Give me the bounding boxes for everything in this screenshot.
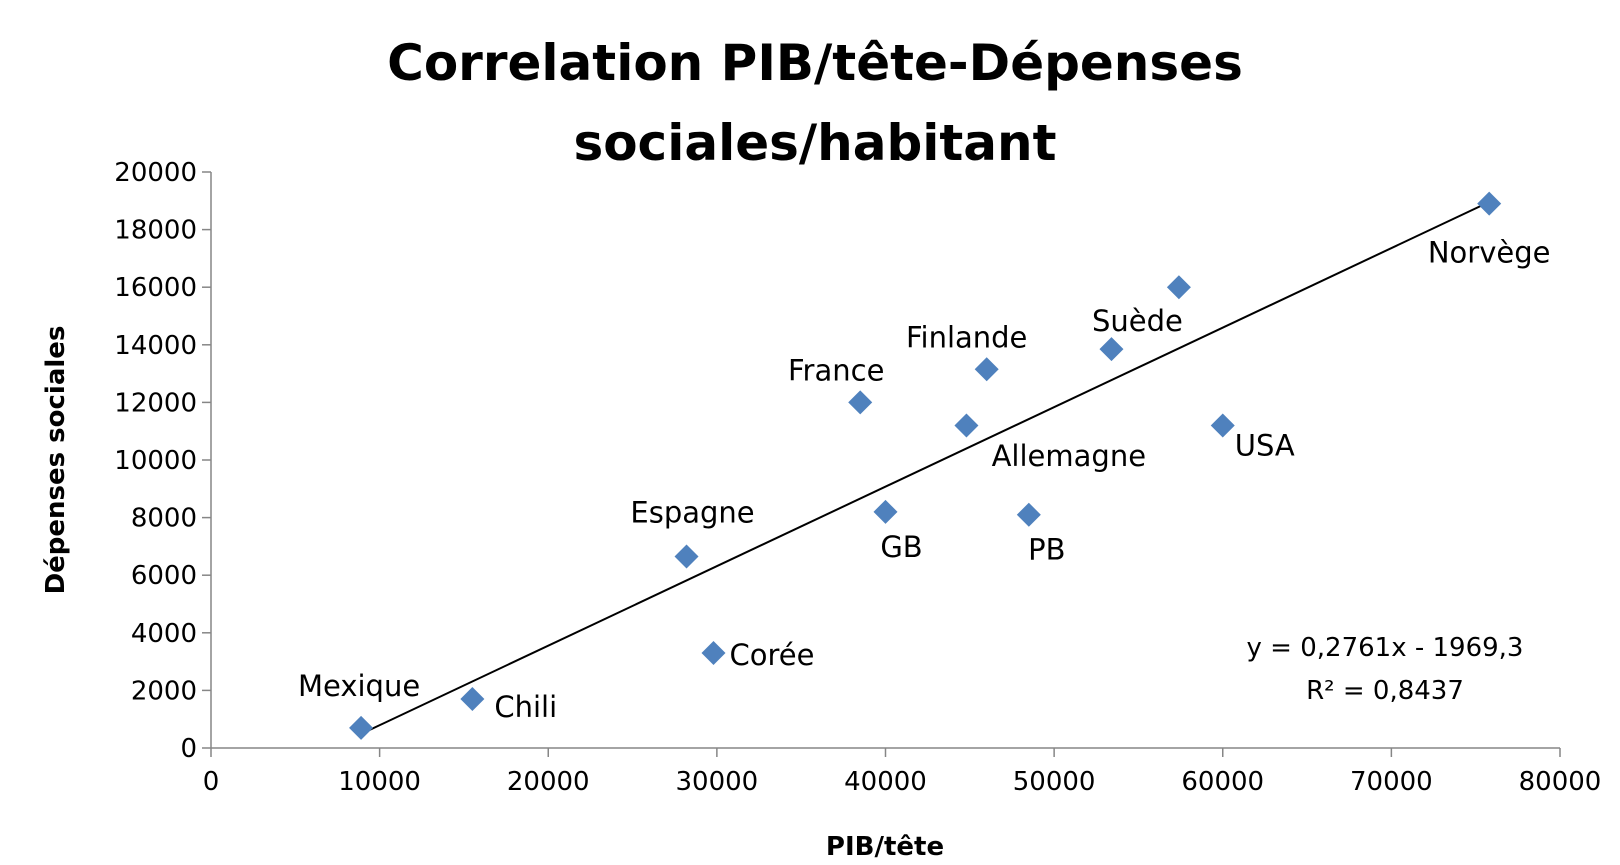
x-tick-label: 30000 bbox=[676, 767, 759, 797]
point-label: USA bbox=[1235, 428, 1295, 462]
y-axis-title: Dépenses sociales bbox=[41, 326, 71, 595]
data-point-marker bbox=[873, 499, 898, 524]
point-label: Espagne bbox=[630, 495, 754, 529]
axes: 0 2000 4000 6000 8000 10000 12000 14000 16000 180… bbox=[114, 158, 1601, 797]
data-points bbox=[349, 191, 1502, 740]
point-label: Finlande bbox=[906, 320, 1027, 354]
data-point-marker bbox=[974, 357, 999, 382]
data-point-marker bbox=[701, 640, 726, 665]
y-tick-label: 10000 bbox=[114, 446, 197, 476]
equation-label: y = 0,2761x - 1969,3 bbox=[1247, 633, 1524, 663]
data-point-marker bbox=[1166, 275, 1191, 300]
chart-title: Correlation PIB/tête-Dépenses sociales/h… bbox=[387, 34, 1243, 172]
point-label: GB bbox=[880, 530, 922, 564]
x-tick-label: 10000 bbox=[338, 767, 421, 797]
x-tick-label: 70000 bbox=[1350, 767, 1433, 797]
y-tick-label: 20000 bbox=[114, 158, 197, 188]
x-tick-label: 80000 bbox=[1519, 767, 1602, 797]
data-point-marker bbox=[1477, 191, 1502, 216]
data-point-marker bbox=[674, 544, 699, 569]
x-tick-label: 20000 bbox=[507, 767, 590, 797]
r2-label: R² = 0,8437 bbox=[1306, 676, 1464, 706]
x-tick-label: 60000 bbox=[1181, 767, 1264, 797]
y-tick-label: 2000 bbox=[131, 676, 197, 706]
data-point-marker bbox=[1210, 413, 1235, 438]
point-label: PB bbox=[1028, 533, 1065, 567]
x-tick-label: 0 bbox=[203, 767, 220, 797]
point-label: Norvège bbox=[1428, 236, 1551, 270]
trendline bbox=[360, 201, 1490, 735]
data-point-marker bbox=[1099, 337, 1124, 362]
data-point-marker bbox=[349, 715, 374, 740]
chart-title-line-1: Correlation PIB/tête-Dépenses bbox=[387, 34, 1243, 92]
data-point-marker bbox=[954, 413, 979, 438]
x-tick-label: 50000 bbox=[1013, 767, 1096, 797]
y-tick-label: 12000 bbox=[114, 388, 197, 418]
point-labels: Mexique Chili Espagne Corée France GB Finlande… bbox=[298, 236, 1551, 724]
trendline-equation: y = 0,2761x - 1969,3 R² = 0,8437 bbox=[1247, 633, 1524, 706]
y-tick-label: 4000 bbox=[131, 619, 197, 649]
y-tick-label: 18000 bbox=[114, 216, 197, 246]
trendline-line bbox=[360, 201, 1490, 735]
x-axis-title: PIB/tête bbox=[826, 832, 944, 862]
y-tick-label: 14000 bbox=[114, 331, 197, 361]
data-point-marker bbox=[460, 687, 485, 712]
point-label: Mexique bbox=[298, 669, 420, 703]
chart-title-line-2: sociales/habitant bbox=[573, 114, 1056, 172]
data-point-marker bbox=[1016, 502, 1041, 527]
point-label: Corée bbox=[730, 638, 815, 672]
y-tick-label: 16000 bbox=[114, 273, 197, 303]
point-label: France bbox=[788, 353, 884, 387]
y-tick-label: 6000 bbox=[131, 561, 197, 591]
point-label: Allemagne bbox=[992, 439, 1146, 473]
point-label: Suède bbox=[1092, 304, 1183, 338]
data-point-marker bbox=[848, 390, 873, 415]
y-tick-label: 0 bbox=[180, 734, 197, 764]
x-tick-label: 40000 bbox=[844, 767, 927, 797]
y-tick-label: 8000 bbox=[131, 504, 197, 534]
point-label: Chili bbox=[494, 690, 557, 724]
